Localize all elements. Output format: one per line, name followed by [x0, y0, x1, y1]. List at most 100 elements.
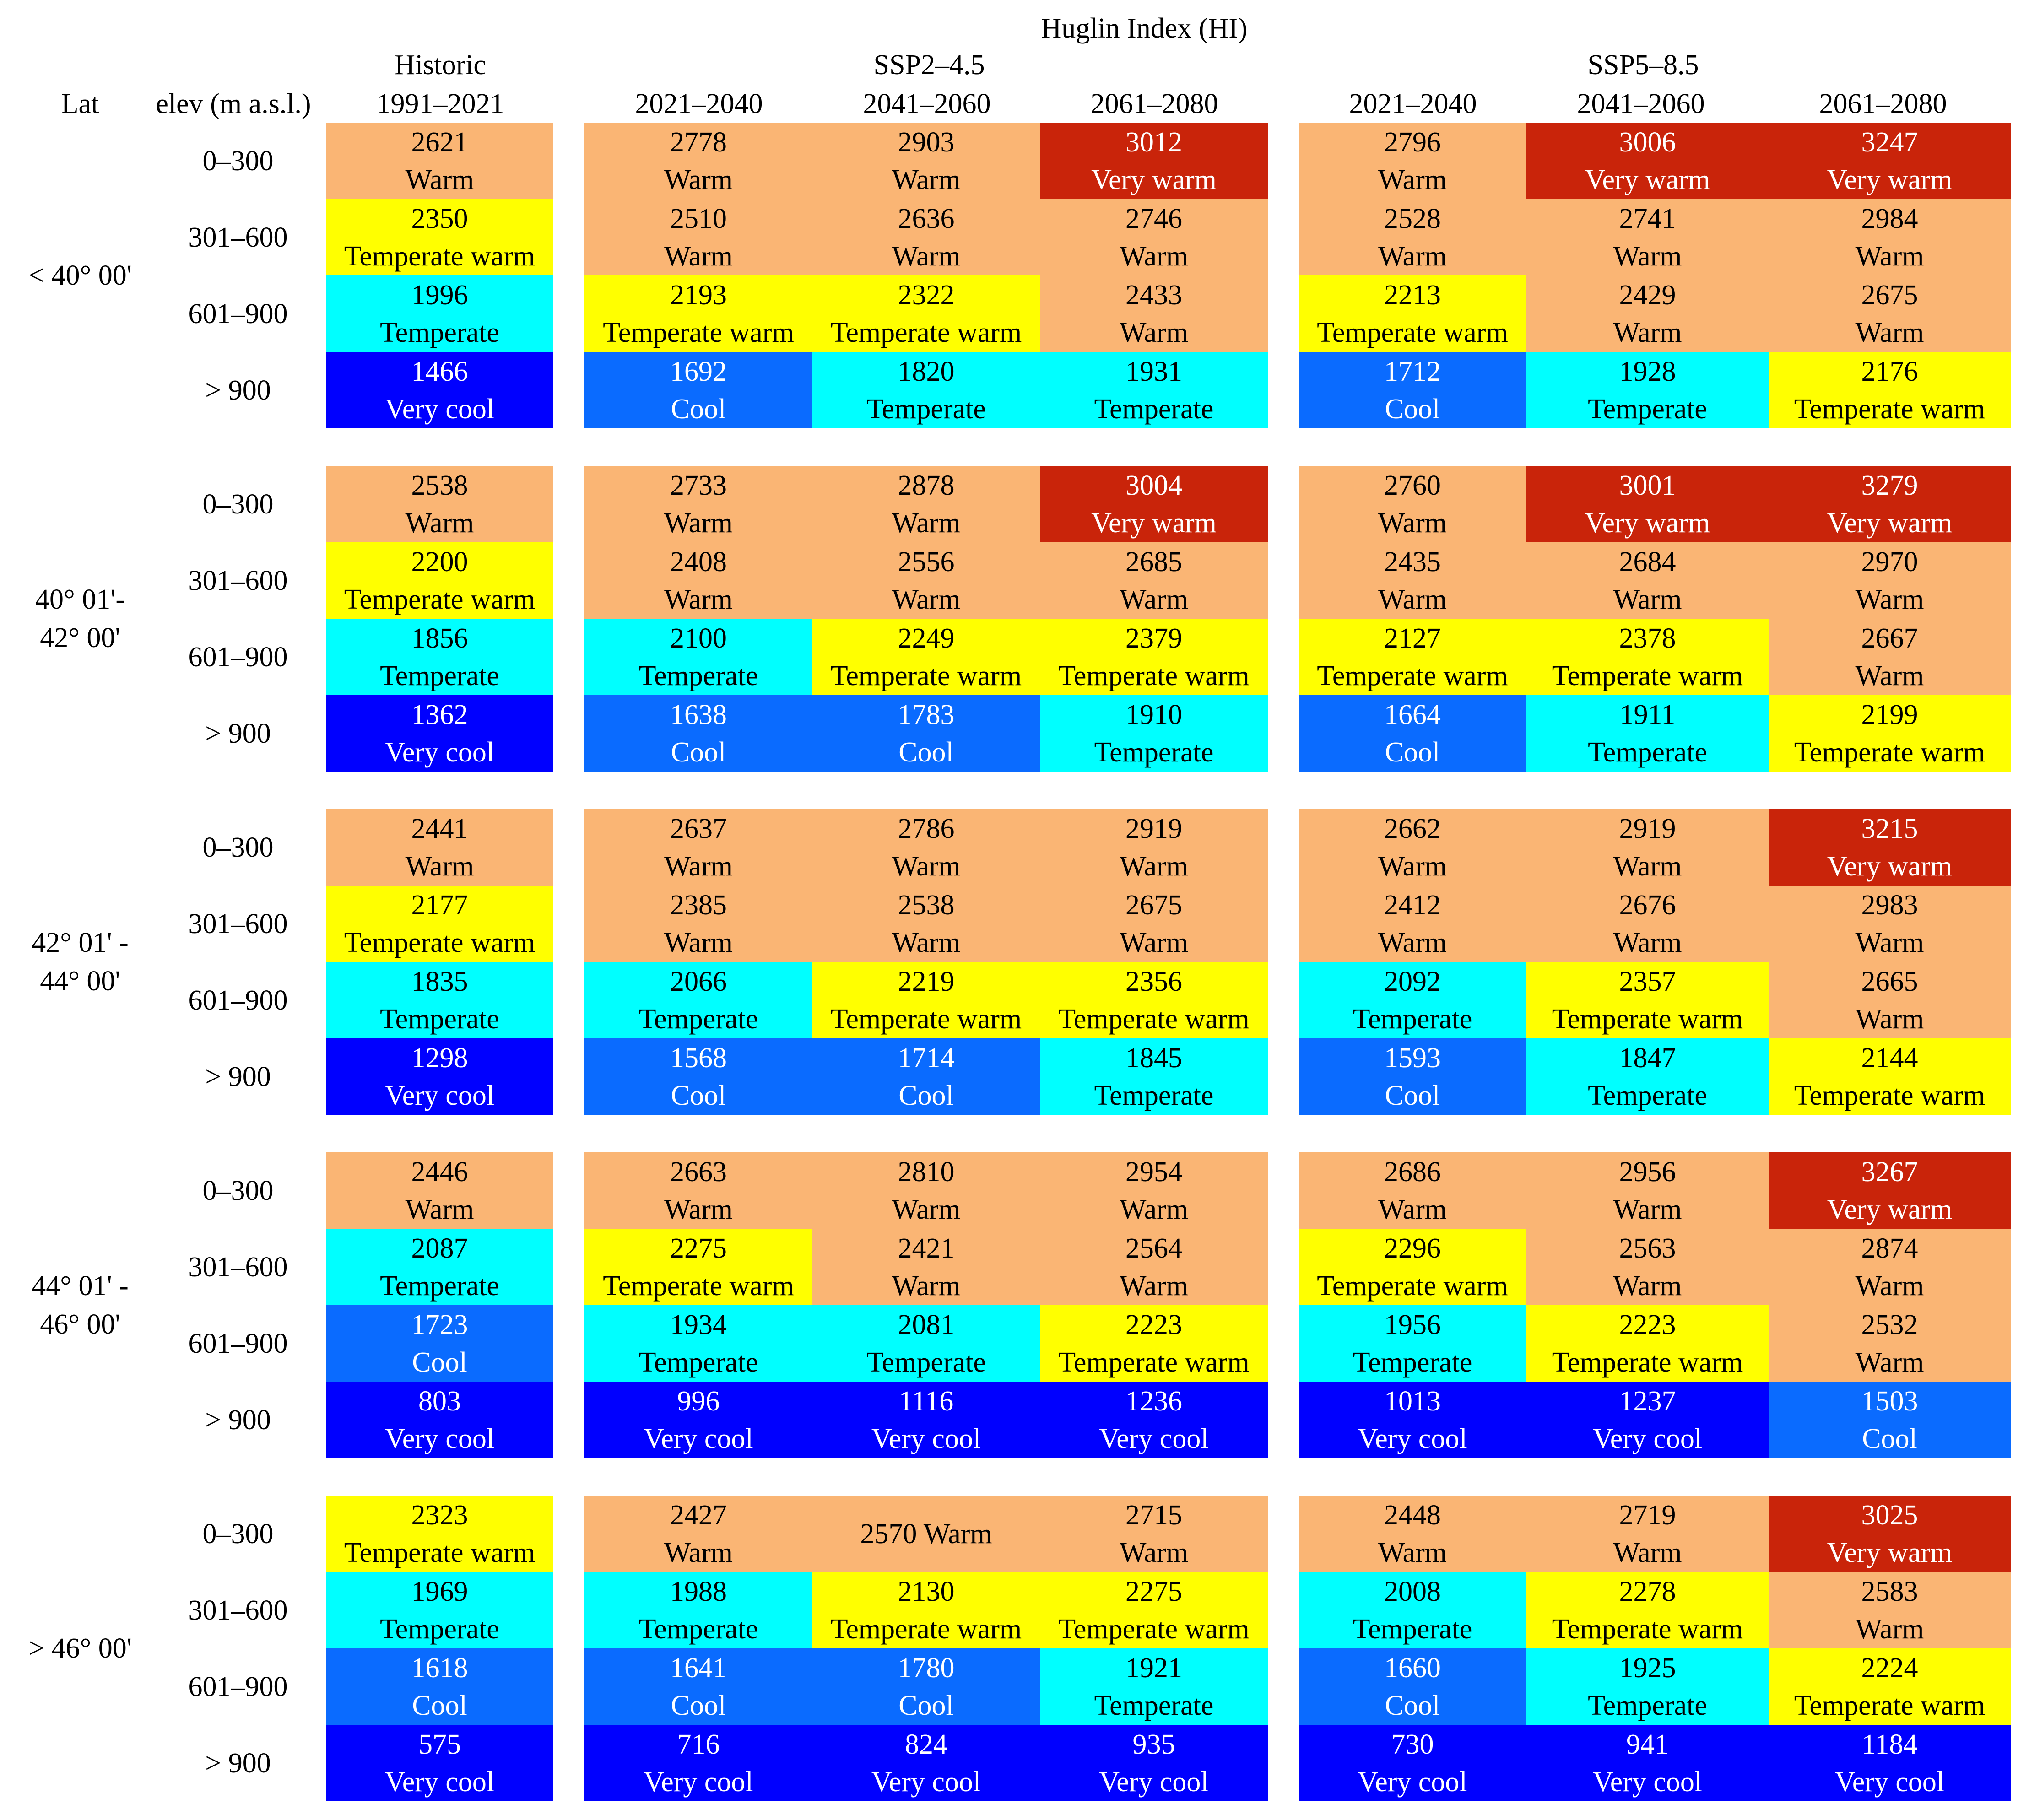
table-cell: 2621 Warm [326, 123, 553, 199]
cell-value: 2983 [1861, 889, 1918, 921]
table-cell: 1934 Temperate [584, 1305, 812, 1382]
cell-class: Warm [1613, 583, 1682, 615]
cell-class: Warm [892, 927, 961, 958]
cell-value: 1237 [1619, 1385, 1676, 1417]
column-header-elev: elev (m a.s.l.) [156, 88, 311, 119]
cell-value: 2636 [898, 203, 955, 234]
table-cell: 2408 Warm [584, 542, 812, 619]
cell-class: Very warm [1827, 1537, 1953, 1568]
cell-value: 2213 [1384, 279, 1441, 311]
table-cell: 2223 Temperate warm [1526, 1305, 1769, 1382]
table-cell: 2087 Temperate [326, 1229, 553, 1305]
table-cell: 1568 Cool [584, 1038, 812, 1115]
cell-value: 2662 [1384, 813, 1441, 844]
table-cell: 2100 Temperate [584, 619, 812, 695]
elevation-label: > 900 [205, 1061, 271, 1092]
elevation-label: 601–900 [188, 1328, 288, 1359]
cell-value: 2746 [1125, 203, 1182, 234]
cell-value: 1931 [1125, 356, 1182, 387]
cell-class: Warm [892, 164, 961, 195]
table-cell: 2193 Temperate warm [584, 275, 812, 352]
cell-value: 2092 [1384, 966, 1441, 997]
cell-class: Temperate [1588, 1690, 1707, 1721]
elevation-label: 0–300 [202, 488, 274, 520]
table-cell: 1835 Temperate [326, 962, 553, 1038]
cell-class: Temperate warm [1058, 660, 1250, 691]
cell-class: Temperate warm [344, 583, 536, 615]
table-cell: 2636 Warm [812, 199, 1040, 275]
table-cell: 1664 Cool [1299, 695, 1526, 772]
latitude-label-line: 42° 01' - [32, 927, 129, 958]
cell-class: Warm [892, 583, 961, 615]
cell-value: 2675 [1125, 889, 1182, 921]
table-cell: 2199 Temperate warm [1769, 695, 2011, 772]
table-cell: 3215 Very warm [1769, 809, 2011, 886]
cell-value: 3025 [1861, 1499, 1918, 1531]
elevation-label: 301–600 [188, 1251, 288, 1283]
table-cell: 3025 Very warm [1769, 1496, 2011, 1572]
cell-class: Temperate warm [1794, 393, 1986, 425]
table-cell: 1237 Very cool [1526, 1382, 1769, 1458]
cell-class: Temperate warm [603, 317, 794, 348]
cell-class: Temperate warm [1794, 736, 1986, 768]
table-cell: 2323 Temperate warm [326, 1496, 553, 1572]
cell-value: 2193 [670, 279, 727, 311]
cell-value: 1911 [1619, 699, 1676, 730]
table-cell: 2796 Warm [1299, 123, 1526, 199]
table-cell: 1660 Cool [1299, 1648, 1526, 1725]
table-cell: 2213 Temperate warm [1299, 275, 1526, 352]
table-cell: 1593 Cool [1299, 1038, 1526, 1115]
cell-class: Warm [1378, 927, 1447, 958]
cell-class: Very warm [1827, 164, 1953, 195]
cell-class: Temperate warm [1317, 317, 1508, 348]
cell-value: 2378 [1619, 622, 1676, 654]
table-cell: 2081 Temperate [812, 1305, 1040, 1382]
cell-class: Warm [1613, 240, 1682, 272]
table-cell: 2970 Warm [1769, 542, 2011, 619]
elevation-label: > 900 [205, 718, 271, 749]
cell-class: Warm [664, 507, 733, 539]
cell-value: 1835 [411, 966, 468, 997]
cell-value: 2970 [1861, 546, 1918, 578]
table-cell: 3267 Very warm [1769, 1152, 2011, 1229]
table-cell: 2421 Warm [812, 1229, 1040, 1305]
cell-class: Temperate [1588, 393, 1707, 425]
cell-class: Cool [412, 1346, 467, 1378]
table-cell: 2667 Warm [1769, 619, 2011, 695]
table-cell: 1928 Temperate [1526, 352, 1769, 428]
elevation-label: 0–300 [202, 145, 274, 177]
cell-value: 2510 [670, 203, 727, 234]
cell-value: 575 [418, 1728, 461, 1760]
cell-value: 2667 [1861, 622, 1918, 654]
table-cell: 2675 Warm [1040, 886, 1268, 962]
cell-value: 1466 [411, 356, 468, 387]
cell-value: 2177 [411, 889, 468, 921]
table-cell: 1723 Cool [326, 1305, 553, 1382]
table-cell: 2433 Warm [1040, 275, 1268, 352]
cell-class: Temperate [1094, 393, 1214, 425]
cell-class: Cool [1385, 393, 1440, 425]
cell-value: 2686 [1384, 1156, 1441, 1188]
table-cell: 2676 Warm [1526, 886, 1769, 962]
cell-class: Temperate warm [1552, 1346, 1743, 1378]
cell-class: Warm [1855, 1613, 1924, 1645]
table-cell: 2786 Warm [812, 809, 1040, 886]
table-cell: 1820 Temperate [812, 352, 1040, 428]
table-cell: 941 Very cool [1526, 1725, 1769, 1801]
cell-class: Cool [671, 1080, 726, 1111]
cell-class: Cool [898, 1690, 954, 1721]
cell-class: Very cool [871, 1423, 981, 1454]
table-cell: 2435 Warm [1299, 542, 1526, 619]
cell-class: Warm [664, 1537, 733, 1568]
elevation-label: > 900 [205, 1747, 271, 1779]
cell-class: Temperate warm [1794, 1080, 1986, 1111]
table-cell: 2741 Warm [1526, 199, 1769, 275]
table-cell: 1362 Very cool [326, 695, 553, 772]
cell-value: 1956 [1384, 1309, 1441, 1340]
column-header-ssp245-period-2: 2041–2060 [863, 88, 991, 119]
cell-value: 1783 [898, 699, 955, 730]
table-cell: 1845 Temperate [1040, 1038, 1268, 1115]
cell-class: Temperate warm [1552, 660, 1743, 691]
table-cell: 3001 Very warm [1526, 466, 1769, 542]
cell-class: Warm [1613, 1194, 1682, 1225]
